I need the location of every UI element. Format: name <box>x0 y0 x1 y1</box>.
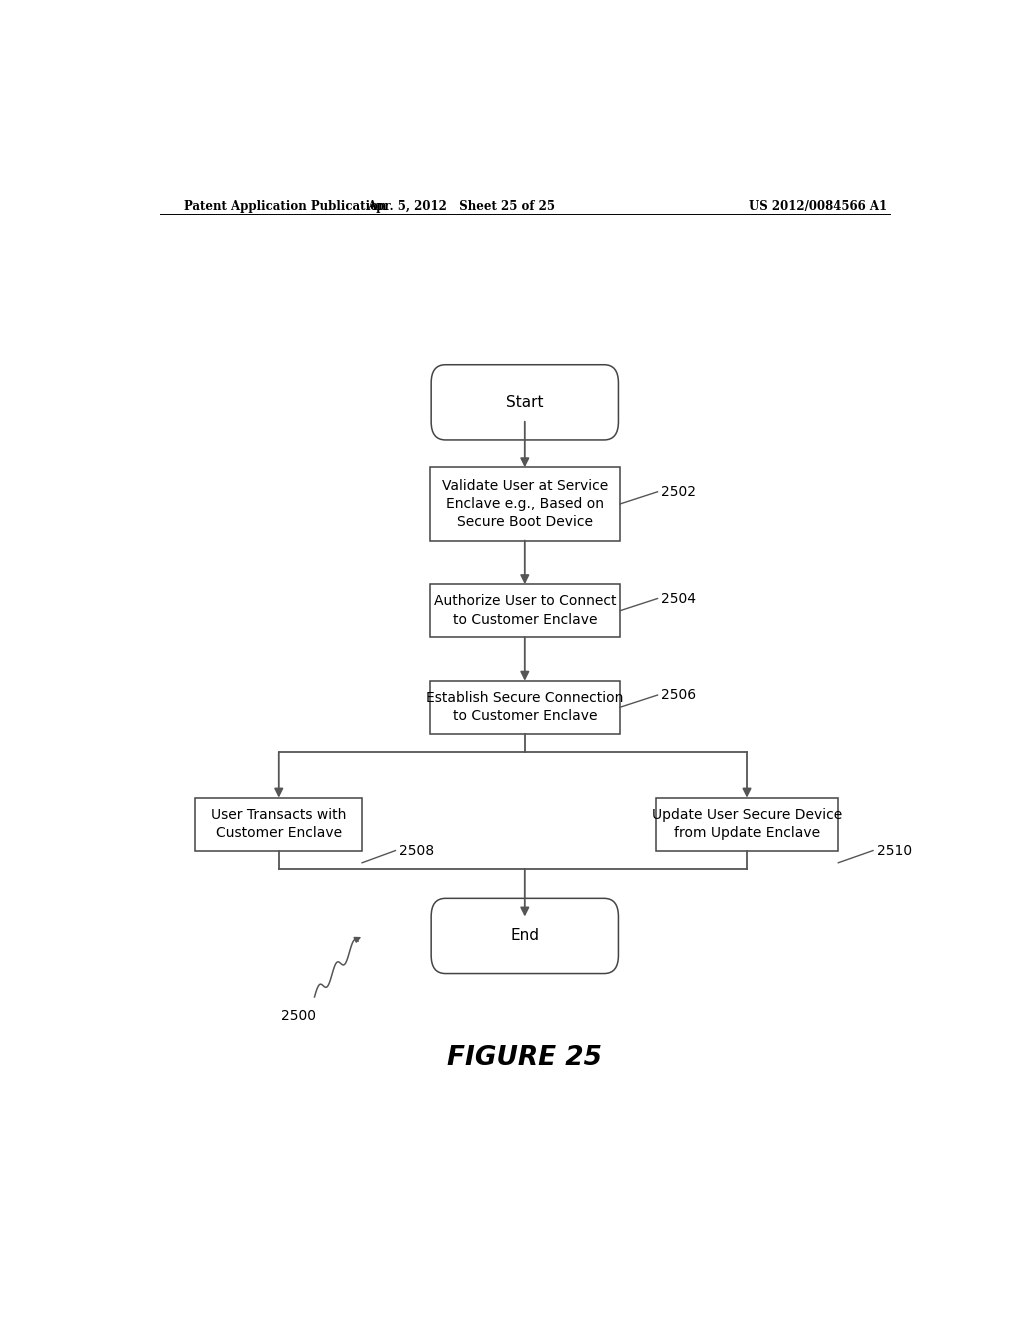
Bar <box>430 467 621 541</box>
Text: 2508: 2508 <box>399 843 434 858</box>
Text: Establish Secure Connection
to Customer Enclave: Establish Secure Connection to Customer … <box>426 692 624 723</box>
Text: Validate User at Service
Enclave e.g., Based on
Secure Boot Device: Validate User at Service Enclave e.g., B… <box>441 479 608 529</box>
Bar <box>655 797 839 850</box>
Text: End: End <box>510 928 540 944</box>
Text: Patent Application Publication: Patent Application Publication <box>183 199 386 213</box>
Text: User Transacts with
Customer Enclave: User Transacts with Customer Enclave <box>211 808 346 841</box>
FancyBboxPatch shape <box>431 899 618 974</box>
Text: 2510: 2510 <box>877 843 912 858</box>
Text: Update User Secure Device
from Update Enclave: Update User Secure Device from Update En… <box>652 808 842 841</box>
Text: Apr. 5, 2012   Sheet 25 of 25: Apr. 5, 2012 Sheet 25 of 25 <box>368 199 555 213</box>
Text: 2506: 2506 <box>662 688 696 702</box>
Bar <box>430 585 621 638</box>
Text: 2500: 2500 <box>282 1008 316 1023</box>
Text: US 2012/0084566 A1: US 2012/0084566 A1 <box>750 199 888 213</box>
Text: FIGURE 25: FIGURE 25 <box>447 1045 602 1071</box>
Text: 2504: 2504 <box>662 591 696 606</box>
Text: Authorize User to Connect
to Customer Enclave: Authorize User to Connect to Customer En… <box>433 594 616 627</box>
FancyBboxPatch shape <box>431 364 618 440</box>
Text: 2502: 2502 <box>662 484 696 499</box>
Text: Start: Start <box>506 395 544 409</box>
Bar <box>196 797 362 850</box>
Bar <box>430 681 621 734</box>
